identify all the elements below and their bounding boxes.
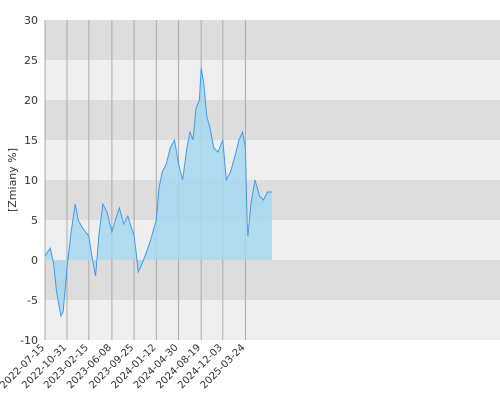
y-tick-labels: -10 -5 0 5 10 15 20 25 30 bbox=[20, 14, 38, 347]
band bbox=[45, 100, 500, 140]
y-tick-label: 25 bbox=[24, 54, 38, 67]
y-tick-label: -5 bbox=[27, 294, 38, 307]
band bbox=[45, 300, 500, 340]
y-tick-label: 5 bbox=[31, 214, 38, 227]
y-tick-label: -10 bbox=[20, 334, 38, 347]
y-tick-label: 15 bbox=[24, 134, 38, 147]
x-tick-labels: 2022-07-152022-10-312023-02-152023-06-08… bbox=[0, 342, 248, 391]
y-tick-label: 10 bbox=[24, 174, 38, 187]
y-tick-label: 0 bbox=[31, 254, 38, 267]
band bbox=[45, 60, 500, 100]
series-area bbox=[45, 68, 272, 316]
band bbox=[45, 260, 500, 300]
y-tick-label: 30 bbox=[24, 14, 38, 27]
y-axis-label: [Zmiany %] bbox=[6, 148, 19, 212]
band bbox=[45, 20, 500, 60]
y-tick-label: 20 bbox=[24, 94, 38, 107]
band bbox=[45, 180, 500, 220]
series-line bbox=[44, 67, 272, 318]
band bbox=[45, 140, 500, 180]
background-bands bbox=[45, 20, 500, 340]
